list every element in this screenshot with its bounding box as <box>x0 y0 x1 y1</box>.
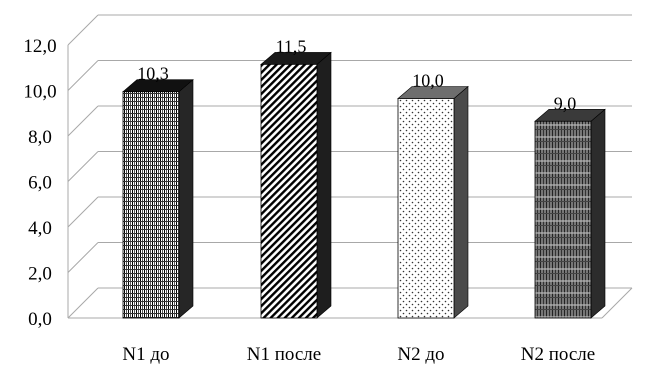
y-tick-label: 12,0 <box>23 36 56 57</box>
bar-value-label: 9,0 <box>554 93 577 113</box>
gridline-side <box>67 105 99 137</box>
x-category-label: N1 после <box>247 344 321 365</box>
bar-side <box>590 108 606 319</box>
x-category-label: N2 до <box>397 344 444 365</box>
gridline-side <box>67 151 99 182</box>
y-tick-label: 6,0 <box>28 173 52 194</box>
bar <box>534 120 592 319</box>
bar-value-label: 10,3 <box>137 64 169 84</box>
gridline-side <box>67 14 99 46</box>
y-tick-label: 8,0 <box>28 127 52 148</box>
bar <box>122 91 180 319</box>
y-tick-label: 2,0 <box>28 264 52 285</box>
y-tick-label: 4,0 <box>28 218 52 239</box>
bar-side <box>316 51 332 319</box>
gridline-side <box>67 287 99 319</box>
y-tick-label: 10,0 <box>23 82 56 103</box>
x-category-label: N2 после <box>521 344 595 365</box>
gridline-side <box>67 196 99 228</box>
bar <box>397 98 455 319</box>
bar-value-label: 11,5 <box>276 36 307 56</box>
bar-value-label: 10,0 <box>412 71 444 91</box>
bar <box>260 63 318 319</box>
floor-right-line <box>601 287 633 319</box>
gridline-side <box>67 242 99 273</box>
bar-side <box>178 79 194 319</box>
gridline-side <box>67 60 99 91</box>
x-category-label: N1 до <box>122 344 169 365</box>
bar-side <box>453 85 469 319</box>
y-tick-label: 0,0 <box>28 309 52 330</box>
